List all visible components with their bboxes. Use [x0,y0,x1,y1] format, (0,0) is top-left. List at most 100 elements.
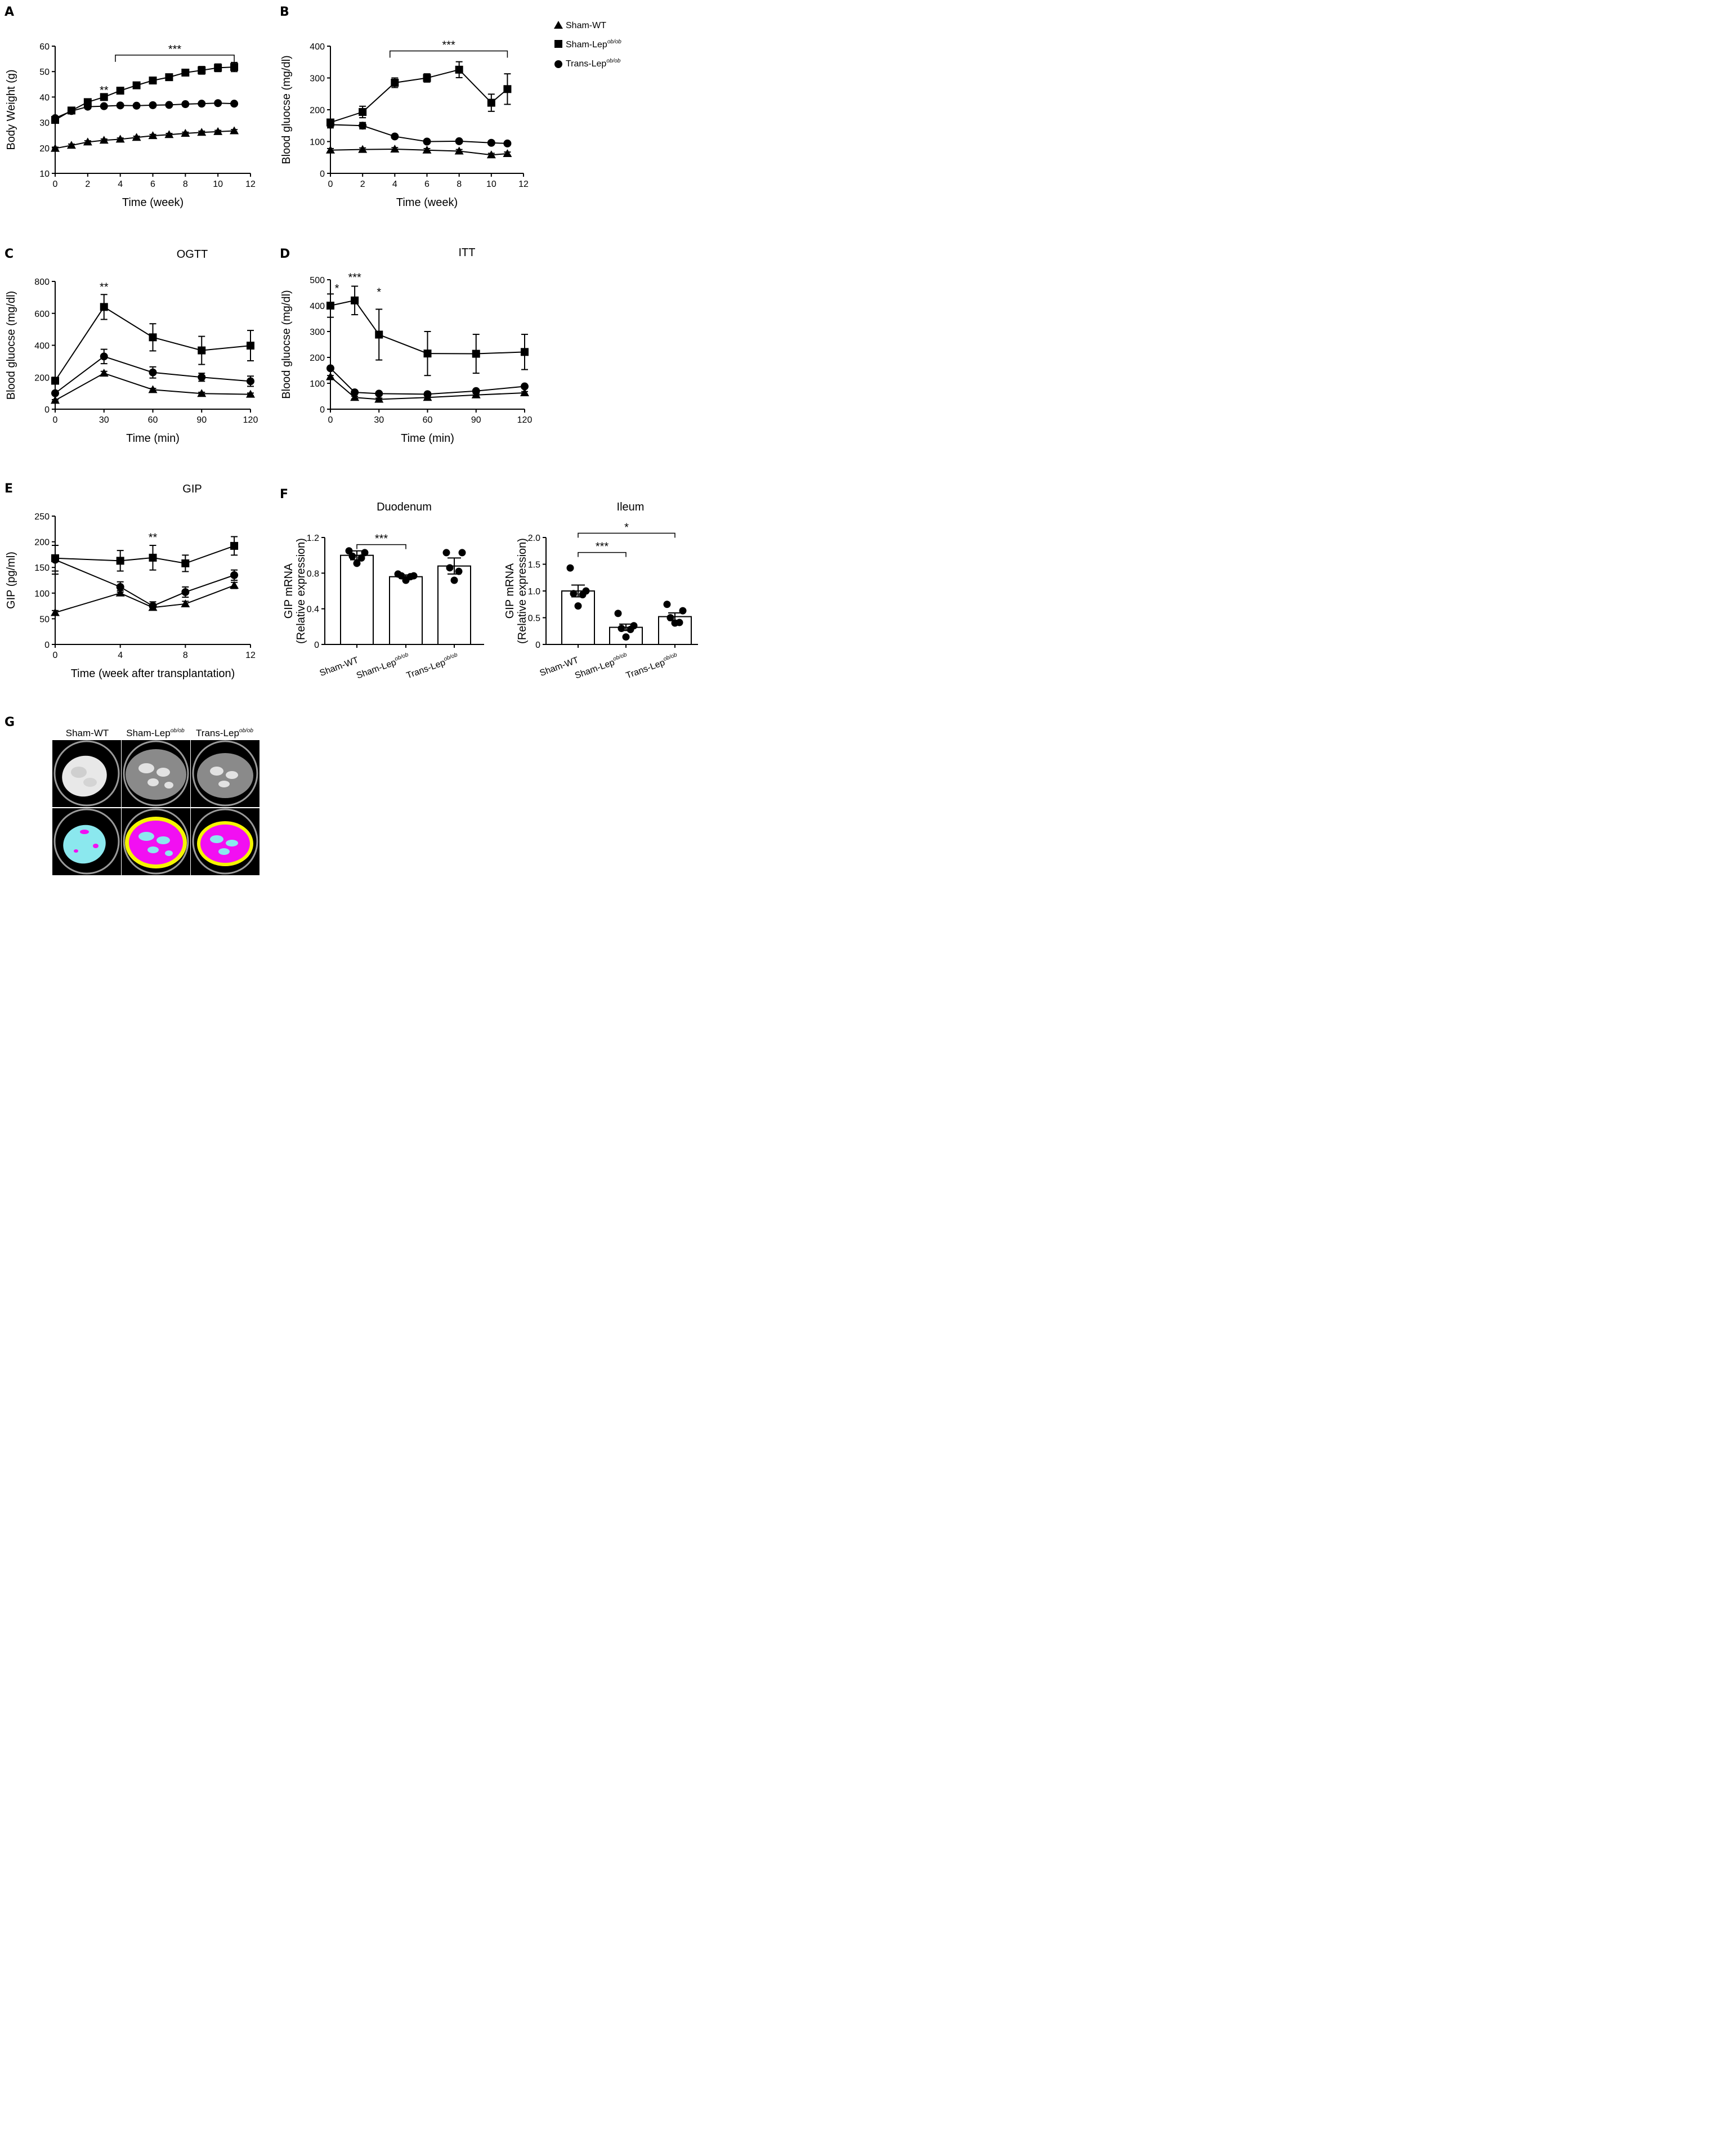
y-tick-label: 1.0 [528,587,540,597]
y-tick-label: 500 [310,276,325,285]
data-point [149,333,157,342]
significance-bracket [115,55,235,62]
series-trans-lep [51,544,239,611]
y-tick-label: 400 [310,42,325,52]
data-point [326,364,334,373]
x-tick-label-sup: ob/ob [443,652,459,662]
x-tick-label-main: Sham-WT [539,655,580,678]
chart-title: ITT [459,247,476,259]
series-line [330,124,508,144]
series-sham-wt [51,581,239,616]
y-tick-label: 0.8 [307,569,319,579]
data-point [116,557,124,565]
x-tick-label-main: Sham-WT [319,655,360,678]
significance-label: * [335,283,339,295]
data-point [149,602,157,610]
data-point [423,350,432,358]
data-point [181,599,190,607]
x-axis-label: Time (week) [122,196,184,209]
data-point [100,303,108,311]
data-point [350,393,360,401]
data-point [391,78,399,87]
data-point [132,81,141,89]
data-point [423,137,431,146]
y-axis-label: GIP (pg/ml) [5,552,17,609]
significance-label: * [377,286,381,299]
y-tick-label: 60 [39,42,50,52]
data-point [115,135,125,143]
data-point [149,553,157,562]
y-tick-label: 10 [39,169,50,179]
data-point [149,77,157,85]
y-axis-label: (Relative expression) [516,538,529,644]
x-tick-label: 6 [150,180,155,189]
ct-raw-sham-lep [122,740,190,807]
significance-label: *** [348,271,361,284]
data-point [326,120,334,129]
ct-raw-trans-lep [191,740,259,807]
series-sham-lep [326,61,512,127]
y-tick-label: 200 [310,106,325,115]
replicate-point [348,552,356,560]
x-tick-label: 10 [486,180,496,189]
replicate-point [618,625,625,632]
series-sham-lep [51,536,239,572]
y-tick-label: 0.4 [307,605,319,615]
bar-group [389,570,423,645]
axes: 0 30 60 90 120 0 200 400 600 800 Time (min) Blood g… [5,277,258,445]
data-point [423,390,432,398]
axes: 0 4 8 12 0 50 100 150 200 250 Time (week after tra… [5,512,256,680]
panel-g-ct-images: Sham-WT Sham-Lepob/ob Trans-Lepob/ob [52,728,259,875]
data-point [521,382,529,391]
y-tick-label: 100 [310,138,325,147]
data-point [230,581,239,589]
y-tick-label: 0 [320,169,325,179]
replicate-point [566,564,574,572]
data-point [487,98,495,107]
data-point [181,69,190,77]
significance-label: ** [149,531,158,544]
y-tick-label: 150 [34,563,50,573]
axes: 0 2 4 6 8 10 12 10 20 30 40 50 60 Time (week) Body Wei… [5,42,256,209]
y-tick-label: 50 [39,615,50,624]
x-tick-label: 0 [53,651,58,660]
series-line [55,545,235,564]
y-axis-label: GIP mRNA [504,563,516,619]
data-point [359,108,367,116]
data-point [51,389,59,397]
y-tick-label: 30 [39,119,50,128]
data-point [247,377,254,386]
y-tick-label: 800 [34,277,50,287]
x-tick-label: 120 [517,415,533,425]
legend-triangle-marker [554,21,563,29]
x-tick-label: Sham-WT [539,655,580,678]
panel-label-c: C [5,247,14,261]
ct-segmented-sham-lep [122,808,190,875]
x-tick-label: 6 [424,180,429,189]
legend-circle-marker [554,60,562,68]
data-point [326,145,335,154]
series-sham-lep [326,285,529,377]
figure-canvas: A B C D E F G Sham-WT Sham-Lepob/ob Tran… [5,5,698,875]
replicate-point [570,590,578,598]
replicate-point [455,567,463,575]
data-point [100,93,108,101]
data-point [132,133,141,141]
data-point [214,99,222,108]
data-point [149,368,157,377]
x-tick-label: 120 [243,415,258,425]
data-point [100,102,108,110]
bar [389,576,423,645]
data-point [51,144,60,152]
series-line [330,299,525,355]
data-point [148,385,158,393]
y-tick-label: 100 [310,379,325,389]
x-tick-label: 60 [423,415,433,425]
replicate-point [614,610,622,617]
replicate-point [397,572,405,580]
series-line [55,585,235,613]
data-point [247,342,254,350]
series-sham-lep [51,61,239,124]
data-point [246,389,255,398]
data-point [197,389,207,397]
